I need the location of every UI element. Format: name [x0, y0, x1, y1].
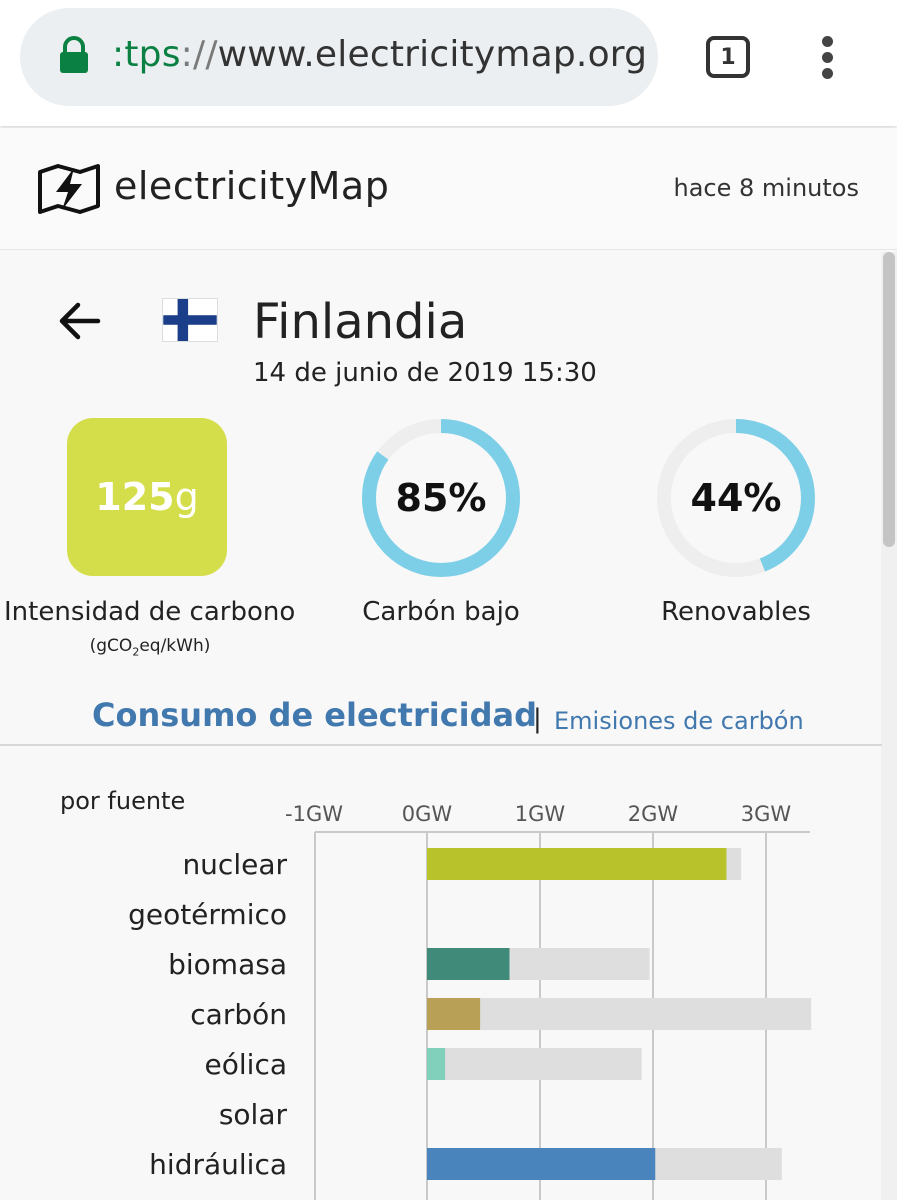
finland-flag-icon: [162, 298, 218, 342]
address-bar[interactable]: [20, 8, 658, 106]
url-separator: ://: [180, 34, 218, 75]
browser-toolbar: :tps://www.electricitymap.org 1: [0, 0, 897, 126]
country-panel: [0, 252, 882, 1200]
source-label: solar: [219, 1098, 288, 1131]
production-bar[interactable]: [427, 998, 481, 1030]
tab-count: 1: [720, 44, 736, 70]
last-updated: hace 8 minutos: [673, 174, 859, 202]
scrollbar-thumb[interactable]: [883, 252, 895, 547]
zone-datetime: 14 de junio de 2019 15:30: [253, 358, 597, 388]
renewable-ring: [657, 419, 815, 577]
url-scheme: :tps: [112, 34, 181, 75]
source-label: geotérmico: [128, 898, 287, 931]
logo-icon[interactable]: [36, 162, 102, 214]
tabs-icon[interactable]: 1: [706, 36, 750, 78]
production-bar[interactable]: [427, 1148, 656, 1180]
low-carbon-ring: [362, 419, 520, 577]
production-bar[interactable]: [427, 948, 510, 980]
renewable-label: Renovables: [661, 597, 811, 627]
tab-separator: |: [533, 704, 542, 734]
url-text[interactable]: :tps://www.electricitymap.org: [112, 34, 647, 75]
renewable-value: 44%: [690, 476, 782, 520]
url-host: www.electricitymap.org: [217, 34, 648, 75]
renewable-ring-fill: [657, 419, 815, 577]
production-chart: -1GW 0GW 1GW 2GW 3GW nuclear geotérmico biomasa…: [128, 802, 812, 1200]
chart-title: por fuente: [60, 787, 186, 815]
tick-label: -1GW: [285, 802, 343, 826]
carbon-intensity-units: (gCO2eq/kWh): [89, 636, 211, 659]
capacity-bar[interactable]: [427, 998, 812, 1030]
low-carbon-label: Carbón bajo: [362, 597, 520, 627]
carbon-intensity-unit: g: [174, 475, 199, 519]
carbon-intensity-label: Intensidad de carbono: [4, 597, 296, 627]
logo-text[interactable]: electricityMap: [114, 164, 390, 208]
app-header: electricityMap hace 8 minutos: [0, 128, 897, 250]
source-label: carbón: [190, 998, 287, 1031]
low-carbon-ring-fill: [362, 419, 520, 577]
tick-label: 0GW: [402, 802, 453, 826]
tab-electricity-consumption[interactable]: Consumo de electricidad: [92, 696, 538, 734]
capacity-bar[interactable]: [427, 1048, 642, 1080]
country-name: Finlandia: [253, 294, 468, 350]
carbon-intensity-value: 125: [95, 475, 175, 519]
source-label: eólica: [205, 1048, 287, 1081]
production-bar[interactable]: [427, 848, 727, 880]
menu-icon[interactable]: [818, 36, 836, 80]
low-carbon-value: 85%: [395, 476, 487, 520]
section-divider: [0, 744, 882, 746]
source-label: hidráulica: [149, 1148, 287, 1181]
tick-label: 2GW: [628, 802, 679, 826]
tab-carbon-emissions[interactable]: Emisiones de carbón: [554, 707, 804, 735]
source-label: biomasa: [168, 948, 287, 981]
tick-label: 3GW: [741, 802, 792, 826]
production-bar[interactable]: [427, 1048, 446, 1080]
tick-label: 1GW: [515, 802, 566, 826]
source-label: nuclear: [182, 848, 287, 881]
lock-icon: [60, 36, 88, 73]
carbon-intensity-box: 125 g: [67, 418, 227, 576]
back-arrow-icon[interactable]: [56, 300, 102, 342]
